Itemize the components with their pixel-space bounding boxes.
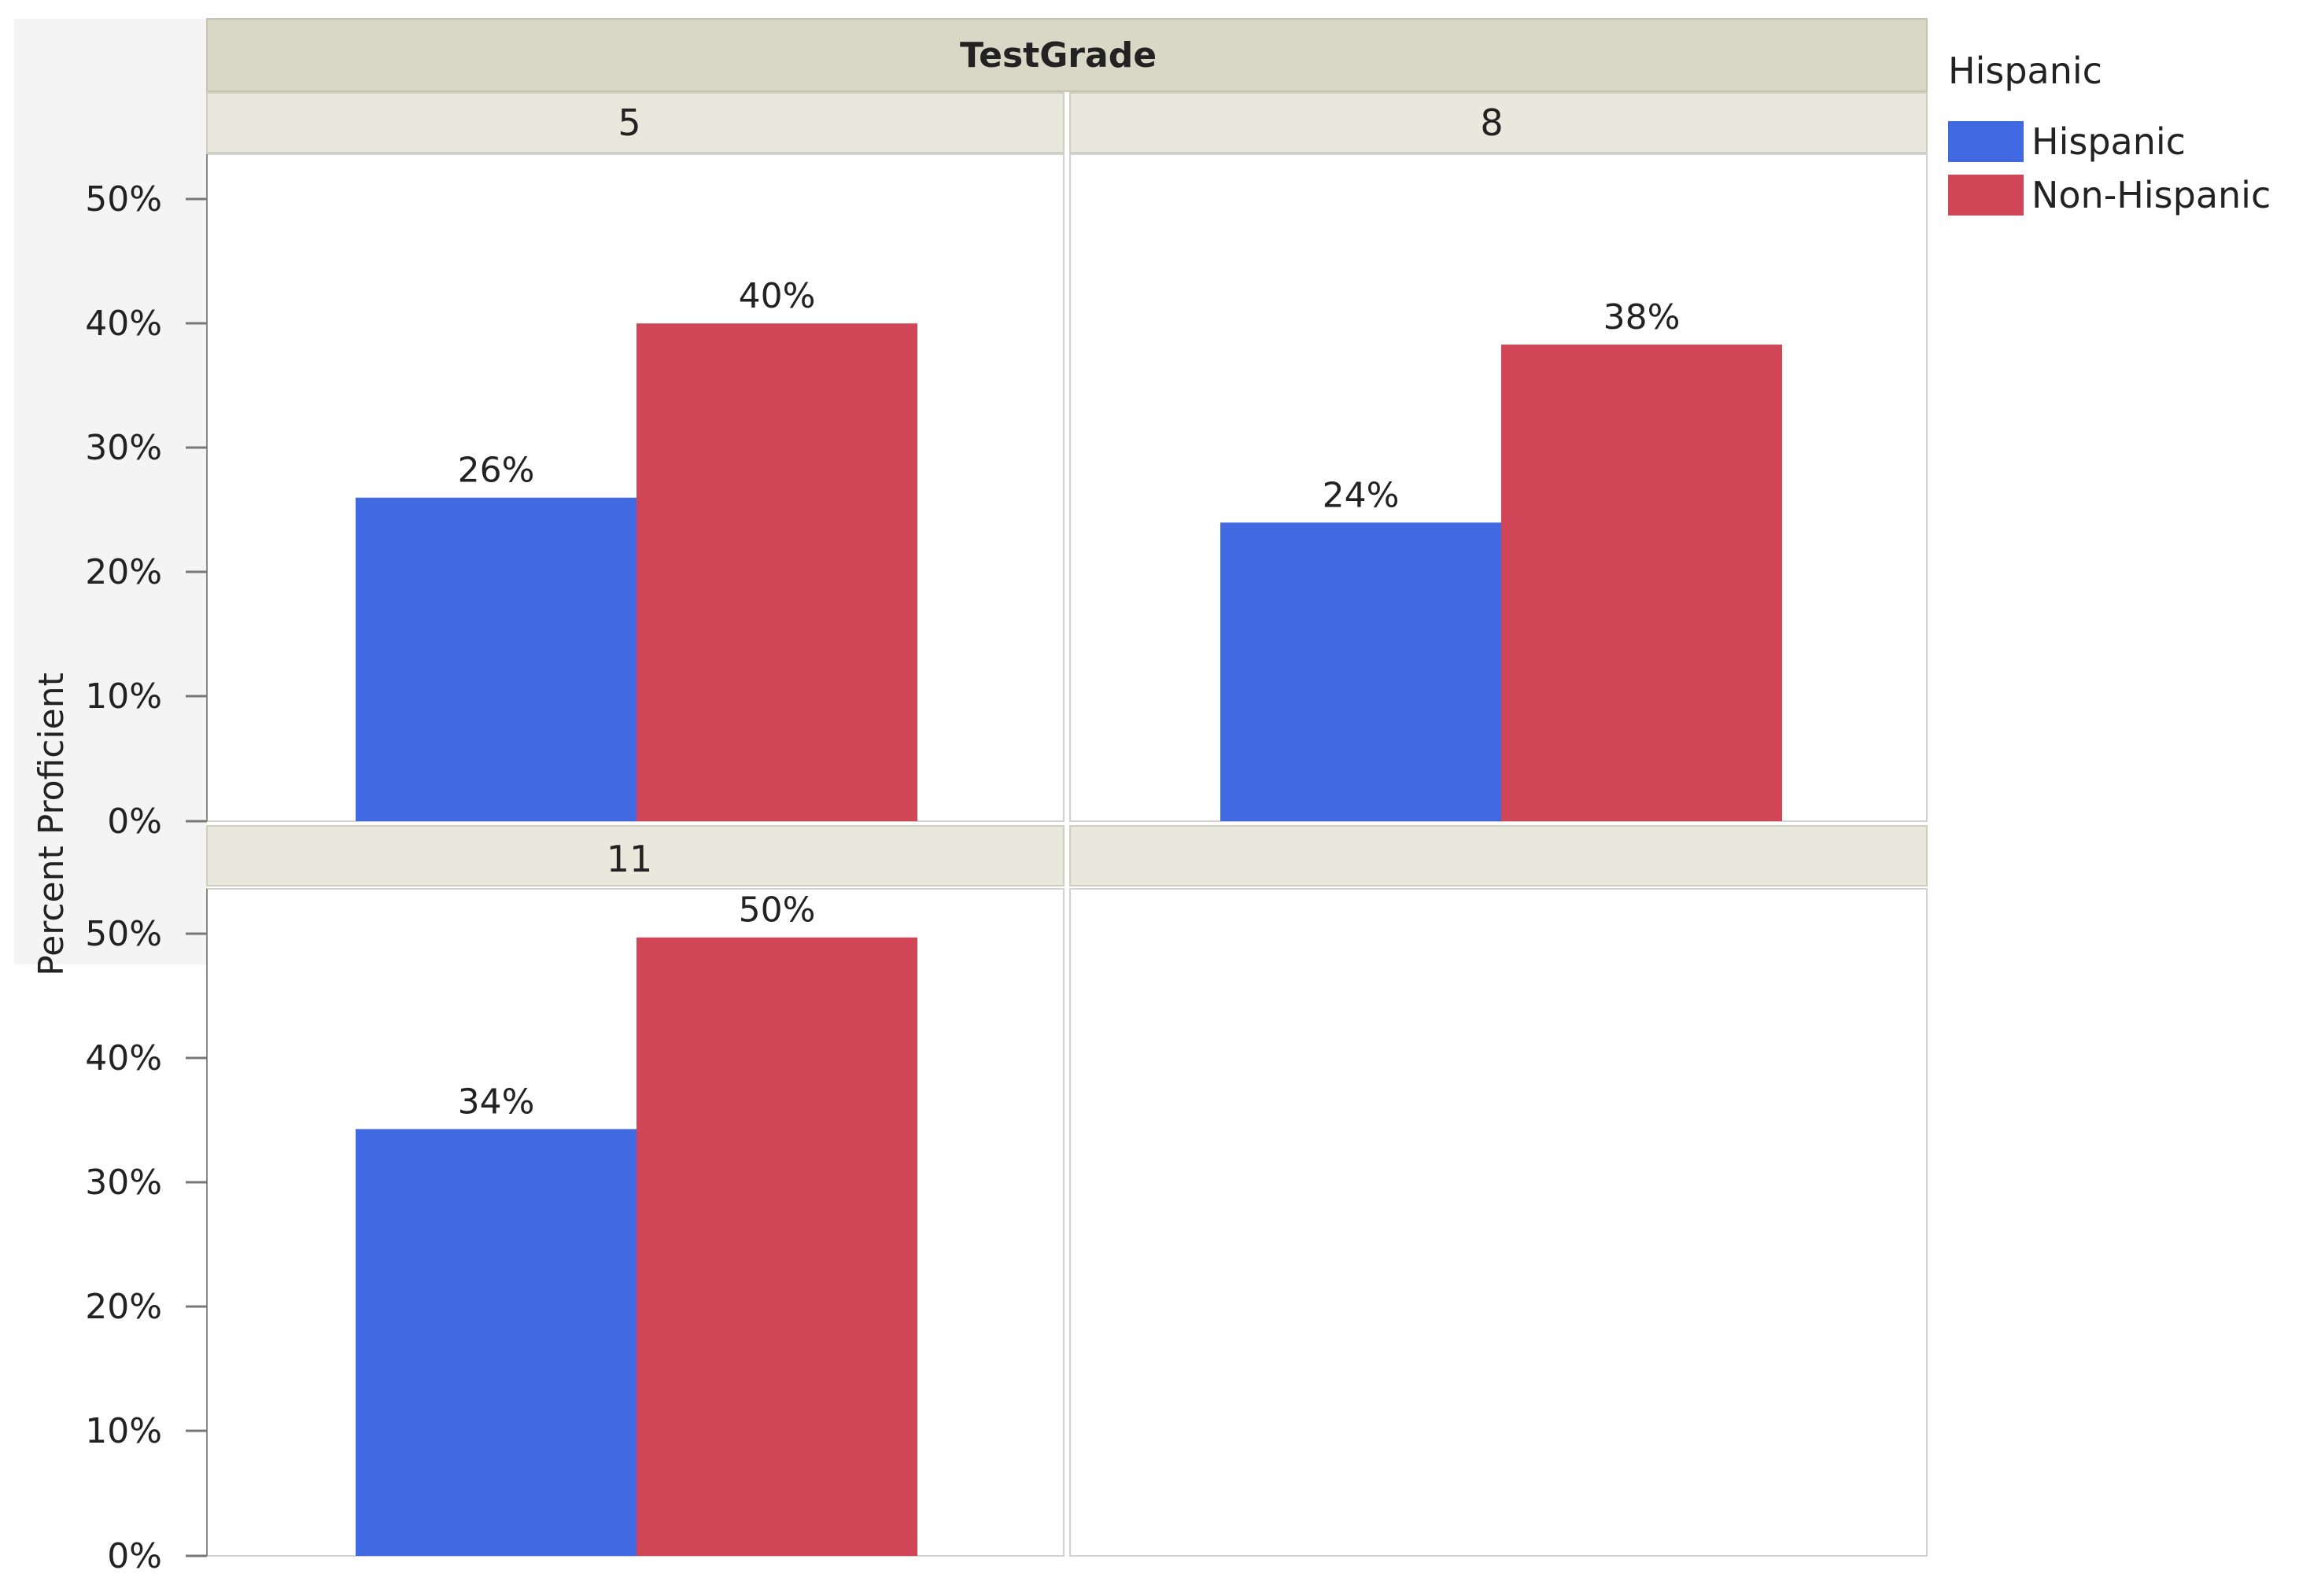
bar-label: 50% (739, 890, 816, 931)
bar-non-hispanic-grade-8: 38% (1501, 297, 1782, 821)
grade-strip-5 (206, 92, 1065, 153)
legend-label-non-hispanic: Non-Hispanic (2031, 174, 2271, 216)
legend-title: Hispanic (1948, 50, 2102, 92)
y-tick-label: 50% (85, 914, 162, 954)
y-tick-label: 40% (85, 1038, 162, 1078)
y-tick: 10% (85, 676, 207, 717)
legend-swatch-non-hispanic (1948, 175, 2024, 216)
grade-label-8: 8 (1480, 101, 1503, 144)
bar-label: 38% (1603, 297, 1681, 337)
grade-label-11: 11 (607, 838, 653, 880)
y-tick: 20% (85, 552, 207, 592)
y-tick: 30% (85, 1163, 207, 1203)
bar-hispanic-grade-8: 24% (1220, 475, 1501, 821)
y-tick-label: 0% (107, 802, 162, 842)
facet-title: TestGrade (960, 35, 1157, 76)
facet-header (206, 18, 1928, 92)
bar-label: 34% (458, 1082, 535, 1122)
grade-strip-11 (206, 825, 1065, 886)
y-tick-label: 10% (85, 676, 162, 717)
y-axis-bottom: 0% 10% 20% 30% 40% 50% (85, 889, 208, 1576)
legend: Hispanic Hispanic Non-Hispanic (1948, 50, 2271, 216)
bar-hispanic-grade-11: 34% (356, 1082, 637, 1556)
panel-frame-empty (1069, 888, 1928, 1557)
y-tick: 0% (107, 1536, 207, 1576)
y-tick: 0% (107, 802, 207, 842)
grade-strip-8 (1069, 92, 1928, 153)
y-tick-label: 10% (85, 1411, 162, 1451)
grade-label-5: 5 (618, 101, 640, 144)
axis-background (14, 19, 206, 964)
legend-label-hispanic: Hispanic (2031, 120, 2186, 163)
y-tick-label: 50% (85, 179, 162, 219)
y-tick-label: 30% (85, 1163, 162, 1203)
bar-label: 24% (1323, 475, 1400, 515)
y-tick: 20% (85, 1287, 207, 1327)
bar-label: 40% (739, 276, 816, 316)
y-axis-top: 0% 10% 20% 30% 40% 50% (85, 154, 208, 842)
bar-non-hispanic-grade-5: 40% (637, 276, 917, 821)
bar-non-hispanic-grade-11: 50% (637, 890, 917, 1556)
grade-strip-empty (1069, 825, 1928, 886)
bar-hispanic-grade-5: 26% (356, 451, 637, 821)
y-tick: 30% (85, 428, 207, 468)
y-tick-label: 20% (85, 552, 162, 592)
y-tick-label: 0% (107, 1536, 162, 1576)
y-tick-label: 40% (85, 304, 162, 344)
y-tick-label: 30% (85, 428, 162, 468)
y-tick-label: 20% (85, 1287, 162, 1327)
y-tick: 50% (85, 179, 207, 219)
y-tick: 50% (85, 914, 207, 954)
bar-label: 26% (458, 451, 535, 491)
y-tick: 40% (85, 304, 207, 344)
legend-swatch-hispanic (1948, 121, 2024, 162)
y-axis-label: Percent Proficient (31, 673, 72, 976)
y-tick: 10% (85, 1411, 207, 1451)
y-tick: 40% (85, 1038, 207, 1078)
